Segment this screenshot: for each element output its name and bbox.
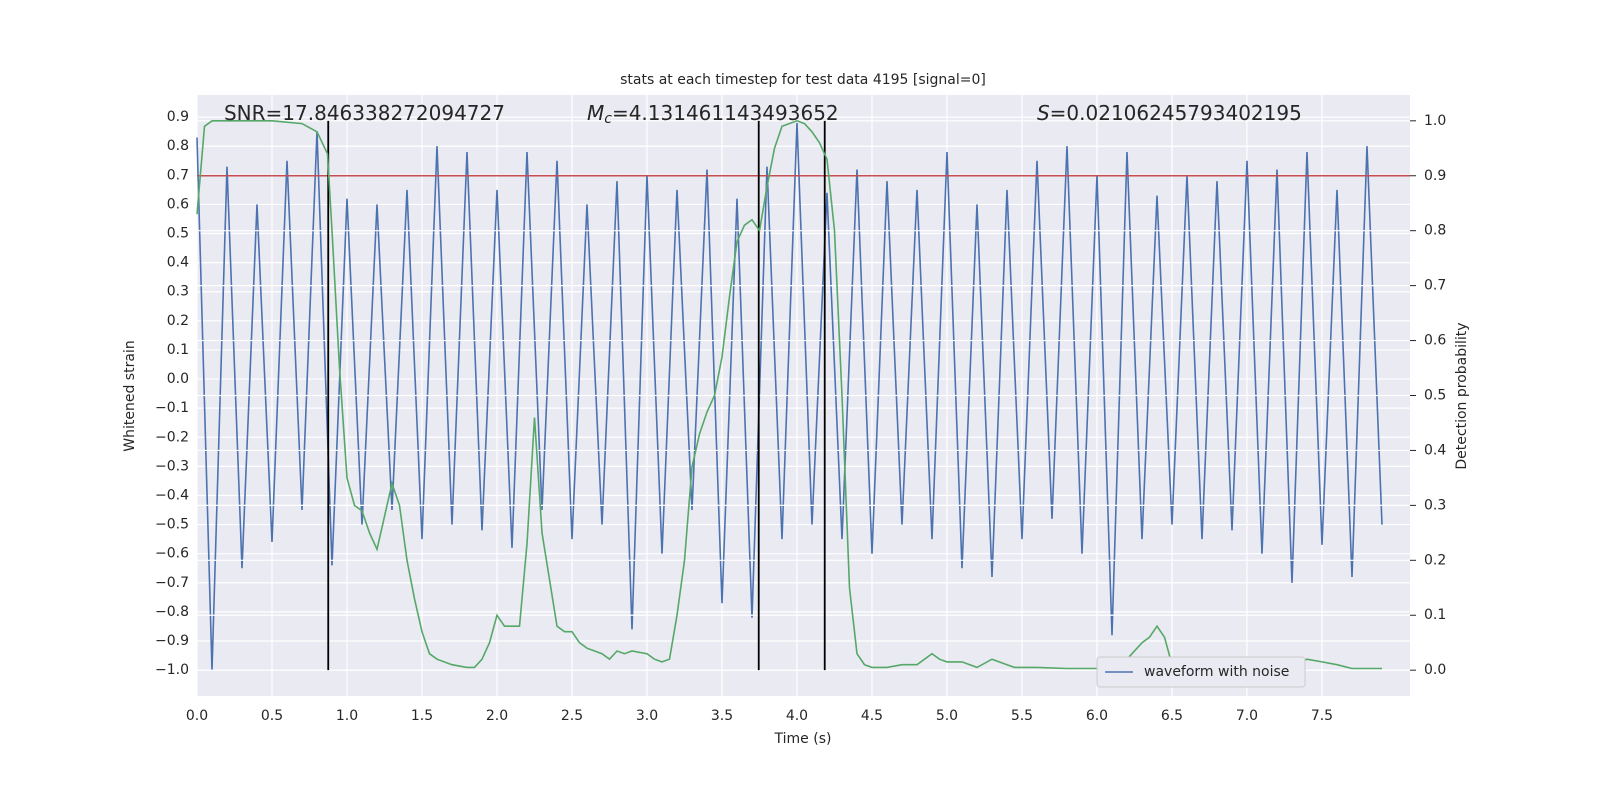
annotation: SNR=17.846338272094727 bbox=[224, 101, 505, 125]
y-tick-label: −0.7 bbox=[155, 575, 189, 591]
y-tick-label: −0.2 bbox=[155, 429, 189, 445]
y2-tick-label: 0.8 bbox=[1424, 223, 1446, 239]
y2-tick-label: 0.0 bbox=[1424, 662, 1446, 678]
y-tick-label: 0.0 bbox=[167, 371, 189, 387]
y-tick-label: 0.7 bbox=[167, 167, 189, 183]
x-tick-label: 5.5 bbox=[1011, 708, 1033, 724]
y-tick-label: −0.5 bbox=[155, 517, 189, 533]
annotation-subscript: c bbox=[604, 111, 612, 127]
x-tick-label: 5.0 bbox=[936, 708, 958, 724]
x-tick-label: 7.0 bbox=[1236, 708, 1258, 724]
x-tick-label: 0.5 bbox=[261, 708, 283, 724]
y-tick-label: −0.4 bbox=[155, 487, 189, 503]
y2-tick-label: 0.3 bbox=[1424, 497, 1446, 513]
legend-box bbox=[1096, 656, 1306, 688]
x-tick-label: 3.5 bbox=[711, 708, 733, 724]
y2-tick-label: 0.7 bbox=[1424, 278, 1446, 294]
y2-tick-label: 0.9 bbox=[1424, 168, 1446, 184]
x-tick-label: 4.0 bbox=[786, 708, 808, 724]
annotation-symbol: S bbox=[1037, 101, 1050, 125]
y2-tick-label: 0.4 bbox=[1424, 442, 1446, 458]
y-tick-label: 0.4 bbox=[167, 255, 189, 271]
annotation: Mc=4.131461143493652 bbox=[587, 101, 839, 128]
y2-axis-label: Detection probability bbox=[1454, 322, 1470, 469]
y-tick-label: 0.9 bbox=[167, 109, 189, 125]
y-tick-label: −0.8 bbox=[155, 604, 189, 620]
y-tick-label: 0.5 bbox=[167, 226, 189, 242]
y2-tick-label: 0.5 bbox=[1424, 388, 1446, 404]
y-axis-label: Whitened strain bbox=[122, 340, 138, 451]
y2-tick-label: 0.2 bbox=[1424, 552, 1446, 568]
annotation-symbol: M bbox=[587, 101, 604, 125]
x-axis-label: Time (s) bbox=[774, 731, 832, 747]
y-tick-label: −1.0 bbox=[155, 662, 189, 678]
x-tick-label: 1.0 bbox=[336, 708, 358, 724]
y-tick-label: 0.1 bbox=[167, 342, 189, 358]
x-tick-label: 6.5 bbox=[1161, 708, 1183, 724]
annotation-text: =0.02106245793402195 bbox=[1050, 101, 1302, 125]
y-tick-label: 0.6 bbox=[167, 196, 189, 212]
annotation-text: SNR=17.846338272094727 bbox=[224, 101, 505, 125]
y-tick-label: −0.9 bbox=[155, 633, 189, 649]
annotation: S=0.02106245793402195 bbox=[1037, 101, 1302, 125]
legend-label: waveform with noise bbox=[1144, 664, 1289, 680]
x-tick-label: 1.5 bbox=[411, 708, 433, 724]
chart-title: stats at each timestep for test data 419… bbox=[620, 72, 986, 88]
x-tick-label: 2.5 bbox=[561, 708, 583, 724]
x-tick-label: 6.0 bbox=[1086, 708, 1108, 724]
x-tick-label: 2.0 bbox=[486, 708, 508, 724]
y2-tick-label: 0.1 bbox=[1424, 607, 1446, 623]
y2-tick-label: 0.6 bbox=[1424, 333, 1446, 349]
waveform-line bbox=[196, 122, 1383, 671]
y-tick-label: −0.6 bbox=[155, 546, 189, 562]
y-tick-label: −0.3 bbox=[155, 458, 189, 474]
x-tick-label: 0.0 bbox=[186, 708, 208, 724]
y-tick-label: 0.8 bbox=[167, 138, 189, 154]
y2-tick-label: 1.0 bbox=[1424, 113, 1446, 129]
x-tick-label: 3.0 bbox=[636, 708, 658, 724]
x-tick-label: 4.5 bbox=[861, 708, 883, 724]
y-tick-label: 0.2 bbox=[167, 313, 189, 329]
y-tick-label: 0.3 bbox=[167, 284, 189, 300]
x-tick-label: 7.5 bbox=[1311, 708, 1333, 724]
y-tick-label: −0.1 bbox=[155, 400, 189, 416]
annotation-text: =4.131461143493652 bbox=[612, 101, 839, 125]
